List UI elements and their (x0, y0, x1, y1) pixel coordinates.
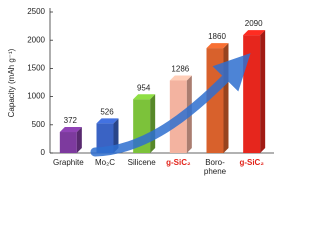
bar-top (169, 75, 192, 81)
bar-side (223, 43, 229, 153)
bar-front (206, 48, 224, 153)
bar-top (96, 118, 119, 124)
x-tick-label: g-SiC₂ (239, 158, 264, 167)
value-label: 526 (100, 107, 114, 116)
bar-top (59, 127, 82, 133)
bar-top (133, 94, 156, 100)
value-label: 954 (137, 83, 151, 92)
y-tick-label: 0 (41, 148, 46, 157)
bar-top (206, 43, 229, 49)
x-tick-label: Mo₂C (95, 158, 115, 167)
value-label: 372 (64, 116, 78, 125)
y-axis-label: Capacity (mAh g⁻¹) (7, 48, 16, 117)
bar (59, 127, 82, 153)
y-tick-label: 1000 (27, 92, 45, 101)
y-tick-label: 500 (32, 120, 46, 129)
bar-side (113, 118, 119, 153)
x-tick-label: g-SiC₂ (166, 158, 191, 167)
trend-arrow (90, 53, 251, 157)
bar-side (260, 30, 266, 153)
y-tick-label: 2500 (27, 7, 45, 16)
bar (243, 30, 266, 153)
bar-front (243, 35, 261, 153)
bar-front (96, 123, 114, 153)
x-tick-label: Boro-phene (204, 158, 227, 176)
value-label: 2090 (245, 19, 263, 28)
bar-side (150, 94, 156, 153)
value-label: 1286 (171, 65, 189, 74)
value-label: 1860 (208, 32, 226, 41)
bar-top (243, 30, 266, 36)
bar (96, 118, 119, 153)
y-tick-label: 1500 (27, 64, 45, 73)
bar-front (59, 132, 77, 153)
bar-side (76, 127, 82, 153)
x-tick-label: Silicene (128, 158, 157, 167)
y-tick-label: 2000 (27, 35, 45, 44)
x-tick-label: Graphite (53, 158, 84, 167)
plot-area: 0 500 1000 1500 2000 2500 Graphite 372 Mo₂C 526 Si… (27, 7, 274, 176)
chart: Capacity (mAh g⁻¹) 0 500 1000 1500 2000 2500 G… (7, 7, 274, 176)
